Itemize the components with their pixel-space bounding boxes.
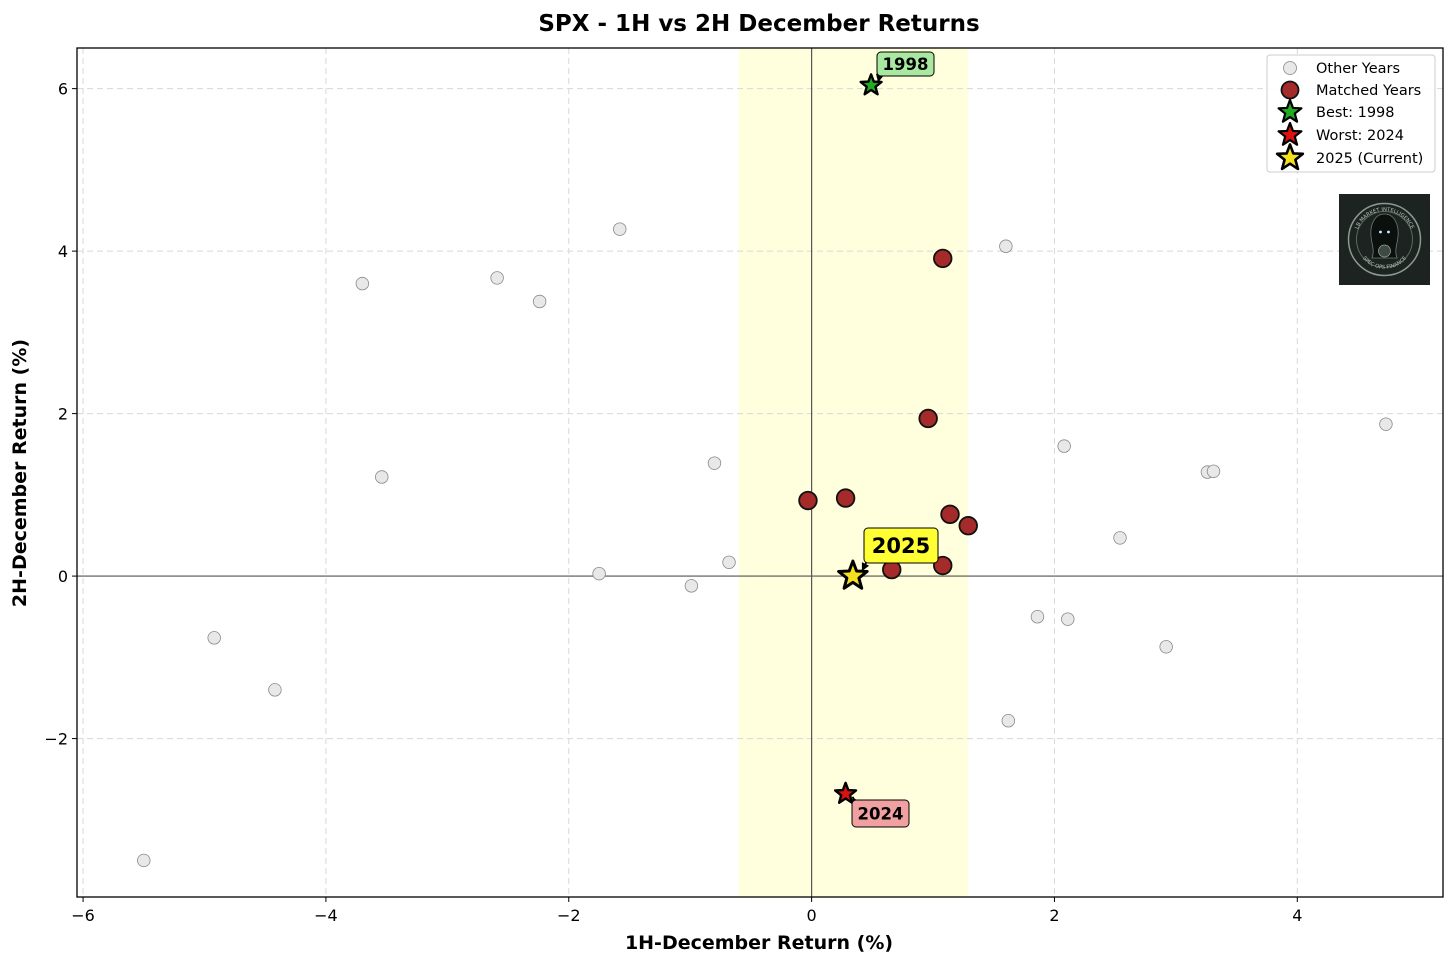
logo-hooded-figure-icon <box>1370 213 1399 259</box>
other-year-point <box>207 631 221 645</box>
matched-year-point <box>798 490 818 511</box>
annotation-worst-box <box>851 799 910 828</box>
annotation-current-label: 2025 <box>872 534 930 558</box>
legend-marker-best <box>1277 98 1303 123</box>
other-year-point <box>1057 439 1071 453</box>
annotation-worst-label: 2024 <box>858 804 904 823</box>
legend-label-best: Best: 1998 <box>1316 105 1395 121</box>
other-year-point <box>268 683 282 697</box>
matched-year-point <box>933 248 953 269</box>
x-tick-label-5: 4 <box>1292 906 1302 925</box>
matched-year-point <box>918 408 938 429</box>
other-year-point <box>1159 640 1173 654</box>
other-year-point <box>1206 464 1221 478</box>
y-tick-label-1: 0 <box>58 567 68 586</box>
x-tick-label-2: −2 <box>557 906 581 925</box>
legend-box <box>1266 54 1436 173</box>
logo-globe-icon <box>1378 244 1391 258</box>
matched-year-point <box>933 555 953 576</box>
matched-year-point <box>835 488 856 508</box>
other-year-point <box>355 276 370 291</box>
annotation-worst: 2024 <box>851 796 910 828</box>
other-year-point <box>722 555 736 569</box>
y-tick-label-3: 4 <box>58 242 68 261</box>
legend-marker-other <box>1283 61 1297 75</box>
x-tick-label-4: 2 <box>1049 906 1059 925</box>
other-year-point <box>490 271 504 285</box>
other-year-point <box>707 456 722 470</box>
annotation-best-label: 1998 <box>883 55 929 74</box>
plot-frame <box>76 47 1444 898</box>
logo-ring <box>1347 202 1422 277</box>
y-tick-label-0: −2 <box>44 730 68 749</box>
other-year-point <box>532 294 547 309</box>
highlight-band <box>738 48 969 897</box>
y-tick-label-2: 2 <box>58 405 68 424</box>
legend: Other Years Matched Years Best: 1998 Wor… <box>1266 54 1436 173</box>
legend-label-current: 2025 (Current) <box>1316 151 1423 167</box>
other-year-point <box>1030 610 1045 624</box>
other-year-point <box>613 222 627 236</box>
legend-marker-current <box>1275 143 1305 171</box>
other-year-point <box>137 853 151 868</box>
legend-label-other: Other Years <box>1316 61 1400 77</box>
current-year-star <box>837 559 869 590</box>
y-tick-label-4: 6 <box>58 80 68 99</box>
annotation-best: 1998 <box>875 51 935 83</box>
legend-label-matched: Matched Years <box>1316 83 1421 99</box>
other-year-point <box>592 566 606 581</box>
annotation-current: 2025 <box>861 527 939 572</box>
worst-year-star <box>833 781 858 804</box>
x-tick-label-3: 0 <box>807 906 817 925</box>
legend-marker-matched <box>1280 80 1300 100</box>
annotation-current-arrowhead <box>861 562 870 572</box>
other-year-point <box>1379 417 1393 431</box>
other-year-point <box>684 579 699 593</box>
matched-year-point <box>958 516 978 536</box>
other-year-point <box>1001 714 1016 728</box>
other-year-point <box>375 470 389 484</box>
x-axis-label: 1H-December Return (%) <box>625 932 893 954</box>
logo-eye-left-icon <box>1379 230 1382 234</box>
chart-title: SPX - 1H vs 2H December Returns <box>538 11 979 37</box>
x-tick-label-0: −6 <box>71 906 95 925</box>
watermark-logo: LB MARKET INTELLIGENCE SPEC OPS FINANCE <box>1339 194 1430 285</box>
other-year-point <box>1113 531 1127 545</box>
matched-year-point <box>940 504 960 525</box>
annotation-current-box <box>863 527 939 564</box>
legend-label-worst: Worst: 2024 <box>1316 128 1404 144</box>
legend-marker-worst <box>1277 121 1303 146</box>
other-year-point <box>999 239 1013 253</box>
other-year-point <box>1061 612 1075 626</box>
x-tick-label-1: −4 <box>314 906 338 925</box>
logo-inner-ring <box>1356 211 1413 268</box>
annotation-best-box <box>876 51 935 77</box>
y-axis-label: 2H-December Return (%) <box>9 339 31 607</box>
logo-eye-right-icon <box>1387 230 1390 234</box>
